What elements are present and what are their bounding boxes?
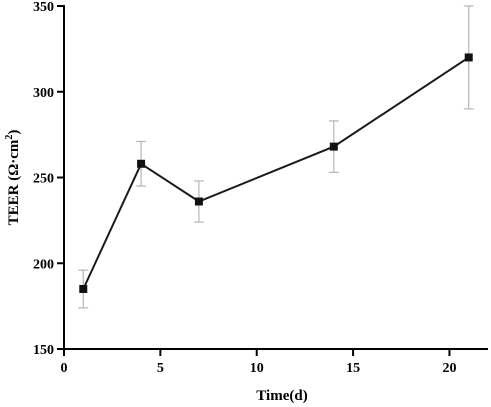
y-tick-label: 150 [33,343,54,358]
y-tick-label: 300 [33,86,54,101]
error-bars [78,5,474,309]
x-axis-title: Time(d) [256,388,307,404]
y-tick-label: 350 [33,0,54,15]
data-markers [79,53,473,293]
data-point [464,53,473,62]
x-axis-ticks: 0 5 10 15 20 [61,349,456,376]
x-tick-label: 5 [157,361,164,376]
x-tick-label: 10 [250,361,264,376]
y-axis-title: TEER (Ω·cm2) [4,130,22,226]
data-point [194,197,203,206]
y-axis-title-sup: 2 [4,135,15,140]
y-axis-ticks: 150 200 250 300 350 [33,0,64,358]
data-point [79,284,88,293]
data-point [329,142,338,151]
x-tick-label: 0 [61,361,68,376]
y-tick-label: 200 [33,257,54,272]
y-axis-title-main: TEER (Ω·cm [6,139,22,225]
data-point [137,159,146,168]
y-axis-title-end: ) [6,130,22,135]
x-tick-label: 15 [346,361,360,376]
y-tick-label: 250 [33,172,54,187]
x-tick-label: 20 [442,361,456,376]
